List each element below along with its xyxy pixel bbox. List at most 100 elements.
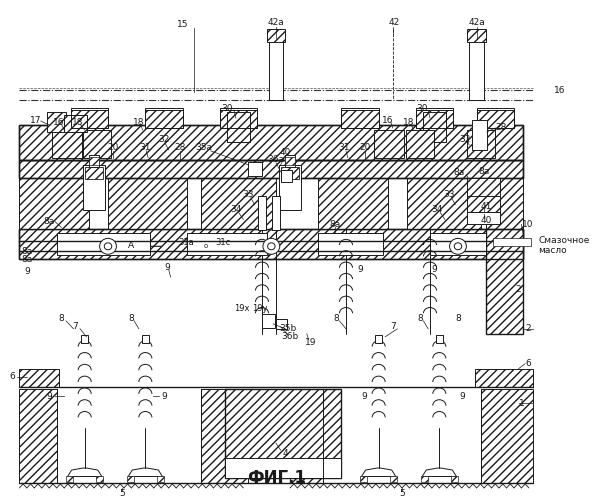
Bar (469, 40, 484, 100)
Bar (20, 160, 523, 178)
Bar (145, 108, 183, 128)
Text: 8a: 8a (44, 217, 55, 226)
Text: 30: 30 (417, 104, 428, 112)
Bar (290, 388, 323, 483)
Bar (467, 130, 495, 158)
Bar (83, 165, 105, 210)
Bar (90, 155, 98, 167)
Bar (318, 234, 383, 256)
Text: 8a: 8a (21, 254, 33, 264)
Ellipse shape (104, 243, 111, 250)
Bar (47, 112, 66, 132)
Bar (71, 110, 108, 128)
Bar (228, 112, 250, 142)
Bar (342, 108, 379, 128)
Text: 40: 40 (280, 148, 291, 158)
Bar (467, 28, 486, 42)
Text: 1: 1 (518, 399, 524, 408)
Bar (280, 167, 299, 178)
Bar (451, 476, 458, 482)
Bar (267, 28, 285, 42)
Bar (142, 335, 149, 343)
Text: ФИГ.1: ФИГ.1 (247, 469, 307, 487)
Text: 9: 9 (164, 262, 170, 272)
Text: 5: 5 (399, 490, 405, 498)
Bar (477, 108, 514, 128)
Text: 2: 2 (515, 284, 521, 294)
Text: 32: 32 (459, 136, 470, 144)
Bar (187, 234, 267, 256)
Text: 34: 34 (432, 205, 443, 214)
Text: 7: 7 (390, 322, 396, 332)
Text: 9: 9 (46, 392, 52, 401)
Bar (416, 110, 453, 128)
Bar (66, 476, 74, 482)
Text: 31a: 31a (178, 238, 194, 247)
Text: 6: 6 (9, 372, 15, 381)
Text: 9: 9 (362, 392, 368, 401)
Text: 19x: 19x (234, 304, 249, 314)
Text: 8a: 8a (479, 167, 490, 176)
Bar (57, 234, 150, 256)
Text: 31: 31 (139, 144, 151, 152)
Text: 18: 18 (72, 118, 83, 126)
Text: 28: 28 (174, 144, 186, 152)
Bar (220, 110, 257, 128)
Text: 41: 41 (480, 202, 492, 211)
Text: 8: 8 (59, 314, 64, 324)
Bar (269, 40, 283, 100)
Bar (279, 165, 301, 210)
Text: 32: 32 (158, 136, 170, 144)
Text: 8: 8 (129, 314, 134, 324)
Bar (52, 130, 82, 158)
Text: 9: 9 (432, 264, 438, 274)
Text: 34: 34 (230, 205, 241, 214)
Bar (477, 110, 514, 128)
Bar (280, 170, 292, 181)
Bar (285, 155, 295, 167)
Bar (83, 130, 111, 158)
Text: 8a: 8a (453, 168, 464, 177)
Bar (20, 230, 523, 259)
Bar (420, 476, 428, 482)
Bar (20, 230, 523, 259)
Bar (493, 238, 531, 246)
Bar (71, 108, 108, 128)
Bar (64, 115, 88, 132)
Text: 33: 33 (443, 190, 454, 199)
Bar (467, 178, 500, 196)
Bar (20, 368, 59, 386)
Bar (202, 174, 276, 230)
Text: 36b: 36b (281, 332, 299, 342)
Text: 10: 10 (522, 220, 534, 229)
Bar (475, 368, 533, 386)
Text: 20: 20 (107, 144, 119, 152)
Bar (20, 388, 57, 483)
Bar (225, 388, 342, 478)
Text: 36a: 36a (267, 156, 285, 164)
Bar (157, 476, 164, 482)
Bar (145, 110, 183, 128)
Bar (467, 212, 500, 224)
Text: o: o (204, 244, 208, 250)
Bar (360, 476, 368, 482)
Text: 30: 30 (221, 104, 232, 112)
Text: 8: 8 (334, 314, 340, 324)
Text: 15: 15 (177, 20, 189, 29)
Text: 18: 18 (133, 118, 145, 126)
Ellipse shape (100, 238, 116, 254)
Text: 19: 19 (305, 338, 316, 347)
Ellipse shape (263, 238, 280, 254)
Text: 6: 6 (525, 359, 531, 368)
Bar (20, 174, 90, 230)
Text: 19y: 19y (253, 304, 268, 314)
Bar (248, 162, 262, 175)
Text: 5: 5 (119, 490, 125, 498)
Text: 42: 42 (389, 18, 400, 27)
Bar (423, 112, 446, 142)
Text: 31: 31 (339, 144, 350, 152)
Bar (20, 125, 523, 160)
Text: 42a: 42a (468, 18, 485, 27)
Bar (407, 174, 482, 230)
Text: 8a: 8a (329, 220, 340, 229)
